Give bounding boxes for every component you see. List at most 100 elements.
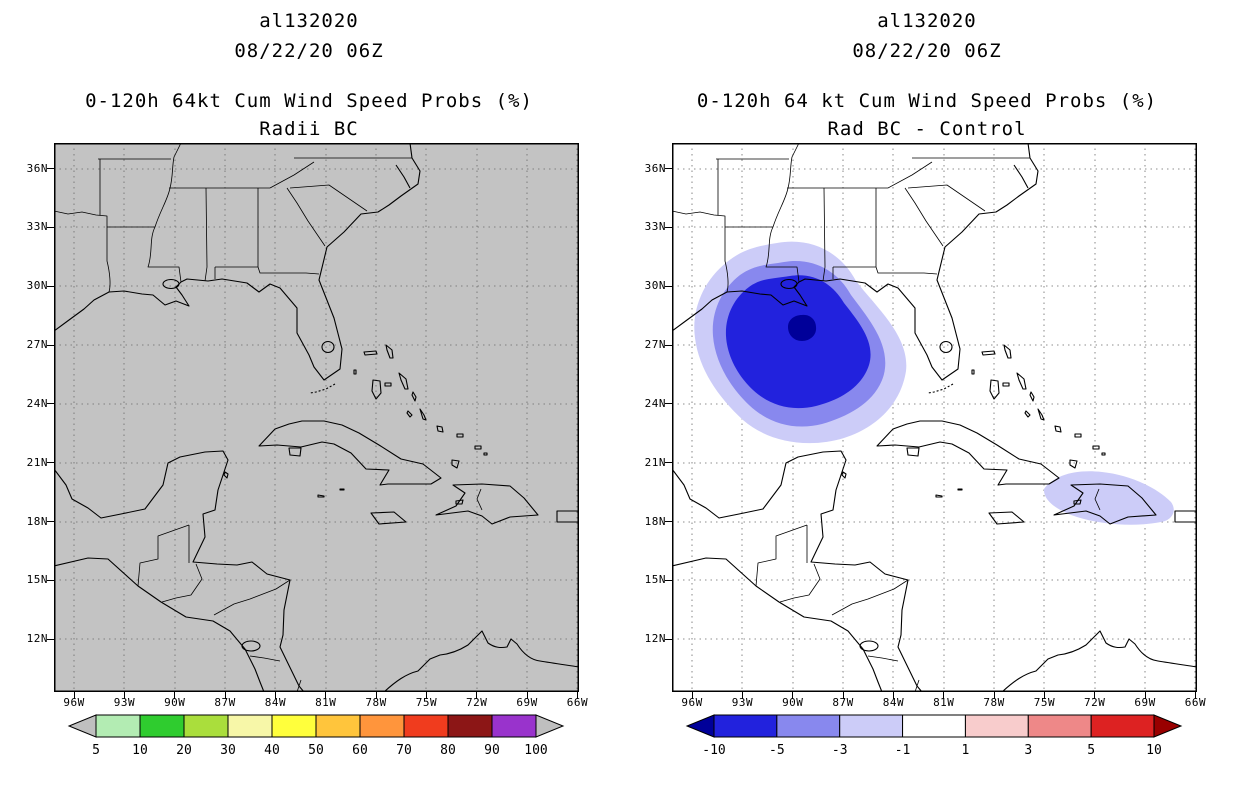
- lat-tick-label: 18N: [644, 514, 666, 528]
- lat-tick-label: 30N: [26, 279, 48, 293]
- lon-tick-label: 78W: [983, 696, 1005, 709]
- map-rad-bc-minus-control: 36N 33N 30N 27N 24N 21N 18N 15N 12N 96W 93W 90W 87W 8…: [645, 143, 1206, 709]
- lon-tick: [375, 692, 377, 699]
- colorbar-segment: [713, 714, 778, 738]
- lon-tick-label: 69W: [1134, 696, 1156, 709]
- lat-tick: [47, 168, 54, 169]
- lon-tick: [1194, 692, 1196, 699]
- colorbar-difference: -10 -5 -3 -1 1 3 5 10: [685, 714, 1183, 758]
- lat-tick: [47, 521, 54, 523]
- colorbar-boundary-label: 90: [484, 743, 500, 758]
- lon-tick: [1094, 692, 1096, 699]
- colorbar-boundary-label: 5: [92, 743, 100, 758]
- lon-tick-label: 84W: [264, 696, 287, 709]
- lat-tick-label: 12N: [644, 632, 666, 646]
- lat-tick: [47, 579, 54, 581]
- colorbar-boundary-label: 1: [962, 743, 970, 758]
- colorbar-boundary-label: 3: [1024, 743, 1032, 758]
- colorbar-segment: [183, 714, 229, 738]
- colorbar-segment: [491, 714, 537, 738]
- colorbar-probability: 5 10 20 30 40 50 60 70 80 90 100: [67, 714, 565, 758]
- lat-tick: [47, 285, 54, 287]
- lat-tick-label: 21N: [644, 455, 666, 469]
- colorbar-boundary-label: -10: [702, 743, 725, 758]
- lat-tick: [665, 226, 672, 228]
- colorbar-boundary-label: 80: [440, 743, 456, 758]
- variant-title: Radii BC: [259, 118, 359, 140]
- lon-tick-label: 96W: [681, 696, 703, 709]
- colorbar-segment: [902, 714, 966, 738]
- product-title: 0-120h 64 kt Cum Wind Speed Probs (%): [696, 90, 1158, 112]
- lon-tick: [123, 692, 125, 699]
- panel-rad-bc-minus-control: al132020 08/22/20 06Z 0-120h 64 kt Cum W…: [618, 0, 1236, 800]
- lat-tick-label: 27N: [26, 338, 48, 352]
- map-frame: [672, 143, 1197, 692]
- lon-tick-label: 66W: [1184, 696, 1207, 709]
- colorbar-boundary-label: 70: [396, 743, 412, 758]
- lon-tick-label: 93W: [731, 696, 754, 709]
- lon-tick: [476, 692, 478, 699]
- colorbar-boundary-label: 10: [1146, 743, 1162, 758]
- lat-tick: [665, 344, 672, 346]
- lat-tick: [47, 226, 54, 228]
- lat-tick-label: 21N: [26, 455, 48, 469]
- lon-tick: [576, 692, 578, 699]
- colorbar-boundary-label: -1: [895, 743, 911, 758]
- lat-tick-label: 15N: [644, 573, 666, 587]
- lat-tick-label: 24N: [26, 396, 48, 410]
- storm-id: al132020: [877, 10, 977, 32]
- lon-tick-label: 75W: [415, 696, 438, 709]
- lon-tick-label: 66W: [566, 696, 589, 709]
- lat-tick-label: 33N: [26, 220, 48, 234]
- lat-tick-label: 30N: [644, 279, 666, 293]
- lat-tick-label: 15N: [26, 573, 48, 587]
- colorbar-segment: [95, 714, 141, 738]
- colorbar-segment: [403, 714, 449, 738]
- lon-tick: [274, 692, 276, 699]
- colorbar-segment: [359, 714, 405, 738]
- lat-tick-label: 27N: [644, 338, 666, 352]
- lon-tick: [73, 692, 75, 699]
- lon-tick-label: 87W: [832, 696, 854, 709]
- colorbar-segment: [227, 714, 273, 738]
- colorbar-boundary-label: 40: [264, 743, 280, 758]
- lon-tick: [691, 692, 693, 699]
- shade-region-minus5-gulf: [725, 275, 871, 409]
- lon-tick-label: 75W: [1033, 696, 1056, 709]
- colorbar-segment: [839, 714, 904, 738]
- lat-tick-label: 24N: [644, 396, 666, 410]
- lon-tick: [1043, 692, 1045, 699]
- lon-tick: [174, 692, 176, 699]
- colorbar-right-arrow: [1153, 714, 1183, 738]
- lon-tick-label: 90W: [164, 696, 186, 709]
- colorbar-segment: [1027, 714, 1092, 738]
- colorbar-left-arrow: [67, 714, 97, 738]
- colorbar-segment: [447, 714, 493, 738]
- colorbar-boundary-label: 20: [176, 743, 192, 758]
- lon-tick-label: 96W: [63, 696, 85, 709]
- lon-tick-label: 93W: [113, 696, 136, 709]
- lat-tick: [47, 462, 54, 464]
- lat-tick: [665, 462, 672, 464]
- colorbar-segment: [271, 714, 317, 738]
- lon-tick-label: 87W: [214, 696, 236, 709]
- lat-tick-label: 36N: [644, 161, 666, 175]
- lat-tick-label: 36N: [26, 161, 48, 175]
- lon-tick: [943, 692, 945, 699]
- lon-tick-label: 72W: [1084, 696, 1106, 709]
- lat-tick-label: 18N: [26, 514, 48, 528]
- colorbar-segment: [139, 714, 185, 738]
- colorbar-segment: [776, 714, 841, 738]
- colorbar-boundary-label: 50: [308, 743, 324, 758]
- colorbar-boundary-label: 30: [220, 743, 236, 758]
- map-radii-bc: 36N 33N 30N 27N 24N 21N 18N 15N 12N 96W 93W 90W 87W 8…: [27, 143, 588, 709]
- lat-tick-label: 33N: [644, 220, 666, 234]
- lat-tick-label: 12N: [26, 632, 48, 646]
- colorbar-left-arrow: [685, 714, 715, 738]
- panel-radii-bc: al132020 08/22/20 06Z 0-120h 64kt Cum Wi…: [27, 10, 588, 758]
- colorbar-boundary-label: 60: [352, 743, 368, 758]
- valid-time: 08/22/20 06Z: [852, 40, 1002, 62]
- lon-tick-label: 72W: [466, 696, 488, 709]
- lon-tick: [892, 692, 894, 699]
